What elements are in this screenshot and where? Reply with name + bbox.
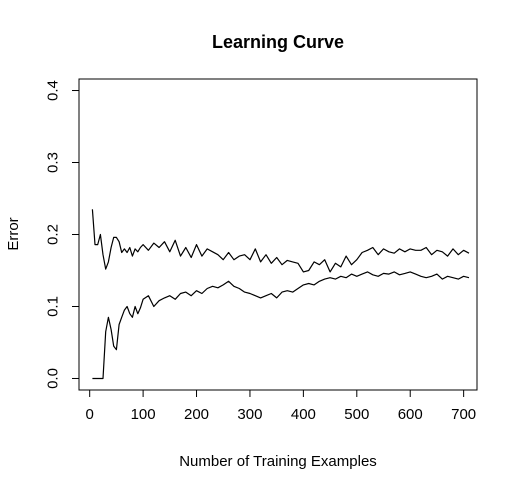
y-axis-label: Error [5,217,22,250]
x-tick-label: 400 [291,406,316,423]
plot-frame [78,78,478,391]
series-layer [91,209,470,380]
y-tick-label: 0.1 [45,296,62,317]
y-tick-label: 0.3 [45,152,62,173]
x-tick-label: 0 [86,406,94,423]
y-tick-label: 0.2 [45,224,62,245]
x-tick-label: 100 [131,406,156,423]
x-tick-label: 300 [237,406,262,423]
y-tick-label: 0.4 [45,80,62,101]
y-tick-label: 0.0 [45,368,62,389]
x-axis: 0 100 200 300 400 500 600 700 [86,389,476,423]
x-tick-label: 700 [451,406,476,423]
series-line-2 [92,271,470,380]
x-tick-label: 500 [344,406,369,423]
x-tick-label: 600 [398,406,423,423]
y-axis: 0.0 0.1 0.2 0.3 0.4 [45,80,80,389]
x-tick-label: 200 [184,406,209,423]
x-axis-label: Number of Training Examples [179,453,377,470]
chart-title: Learning Curve [212,32,344,52]
series-line-1 [91,209,470,273]
